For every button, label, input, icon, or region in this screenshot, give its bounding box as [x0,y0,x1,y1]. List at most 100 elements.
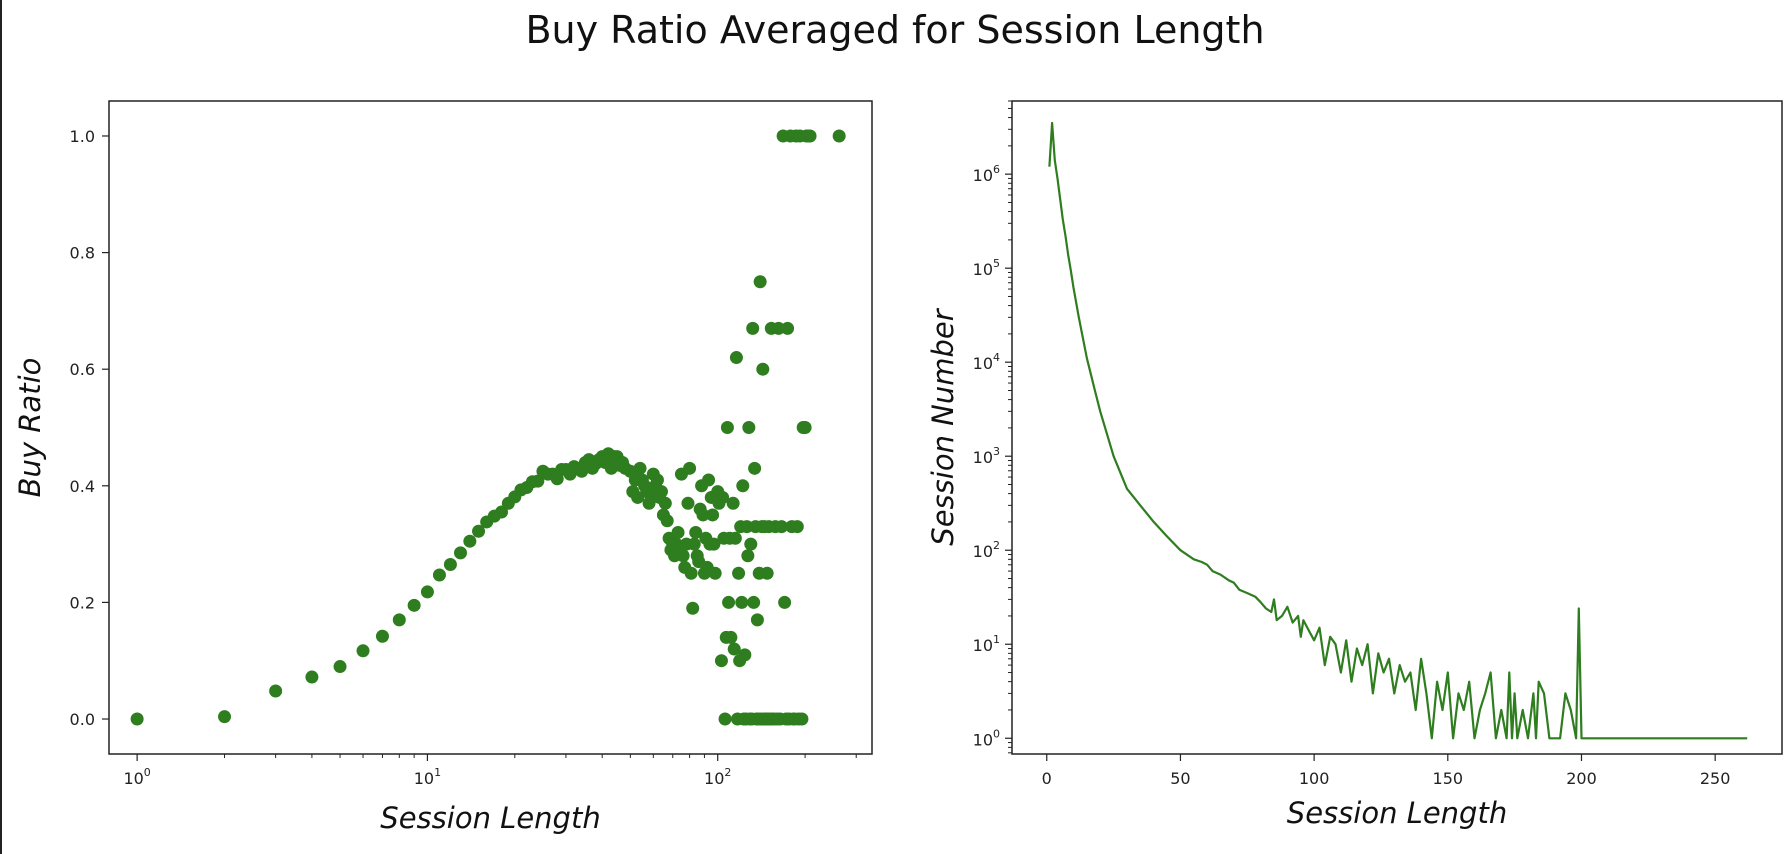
scatter-point [375,629,389,643]
scatter-point [798,421,812,434]
left-plot-frame [108,100,873,755]
left-x-tick-label: 100 [123,766,150,788]
left-y-tick-label: 1.0 [70,127,95,146]
scatter-point [718,712,732,726]
scatter-point [707,537,721,551]
scatter-point [689,525,703,539]
right-x-axis-label: Session Length [1287,796,1507,830]
right-y-tick-label: 106 [973,163,1000,185]
scatter-point [746,321,760,335]
scatter-point [735,595,749,609]
right-y-tick-label: 104 [973,351,1000,373]
left-subplot-scatter: 0.0 0.2 0.4 0.6 0.8 1.0 100 101 102 Session Lengt… [13,100,873,835]
left-y-tick-label: 0.0 [70,710,95,729]
left-y-tick-label: 0.6 [70,360,95,379]
right-subplot-line: 0 50 100 150 200 250 100 101 102 103 104 105 106 Sess… [926,100,1783,830]
right-y-tick-label: 101 [973,633,1000,655]
scatter-point [778,595,792,609]
scatter-point [686,601,700,615]
scatter-point [795,712,809,726]
scatter-point [760,566,774,580]
scatter-point [650,473,664,487]
scatter-point [658,496,672,510]
scatter-point [472,524,486,538]
right-x-tick-label: 250 [1700,769,1731,788]
session-number-line [1048,121,1748,740]
right-y-tick-label: 105 [973,257,1000,279]
scatter-point [654,485,668,499]
scatter-point [720,421,734,434]
window-left-border [0,0,2,854]
scatter-point [495,505,509,519]
right-x-tick-label: 0 [1042,769,1052,788]
scatter-point [790,520,804,534]
left-y-axis-label: Buy Ratio [13,358,47,498]
left-y-tick-label: 0.8 [70,244,95,263]
scatter-point [756,362,770,376]
scatter-point [420,585,434,599]
scatter-point [130,712,144,726]
scatter-point [683,461,697,475]
right-x-tick-label: 150 [1433,769,1464,788]
left-x-tick-label: 101 [414,766,441,788]
left-x-tick-label: 102 [704,766,731,788]
scatter-point [729,351,743,365]
right-x-tick-label: 50 [1170,769,1190,788]
scatter-point [407,598,421,612]
scatter-point [684,566,698,580]
right-x-tick-label: 100 [1299,769,1330,788]
scatter-point [748,461,762,475]
scatter-point [218,710,232,724]
scatter-point [744,537,758,551]
scatter-point [454,546,468,560]
right-y-tick-label: 102 [973,539,1000,561]
scatter-point [775,520,789,534]
scatter-point [732,566,746,580]
scatter-point [803,129,817,143]
scatter-point [724,630,738,644]
scatter-point [392,613,406,627]
scatter-point [728,531,742,545]
scatter-point [742,421,756,434]
right-y-tick-label: 100 [973,727,1000,749]
scatter-point [727,642,741,656]
scatter-point [333,660,347,674]
left-y-tick-label: 0.2 [70,593,95,612]
scatter-point [531,474,545,488]
scatter-point [696,508,710,522]
right-y-tick-label: 103 [973,445,1000,467]
figure-title: Buy Ratio Averaged for Session Length [525,8,1265,52]
right-plot-frame [1011,100,1783,755]
scatter-point [706,508,720,522]
right-x-tick-label: 200 [1566,769,1597,788]
scatter-point [747,595,761,609]
scatter-point [702,473,716,487]
scatter-point [716,490,730,504]
scatter-point [687,537,701,551]
scatter-point [671,525,685,539]
left-y-tick-label: 0.4 [70,477,95,496]
scatter-point [463,534,477,548]
scatter-point [356,644,370,658]
scatter-point [660,514,674,528]
scatter-point [305,670,319,684]
scatter-point [741,549,755,563]
scatter-point [736,479,750,493]
scatter-point [738,648,752,662]
scatter-point [753,275,767,289]
scatter-point [633,461,647,475]
scatter-point [681,496,695,510]
scatter-point [676,549,690,563]
right-y-axis-label: Session Number [926,307,960,545]
scatter-point [722,595,736,609]
scatter-point [708,566,722,580]
scatter-point [726,496,740,510]
scatter-point [772,321,786,335]
scatter-point [269,684,283,698]
scatter-point [781,321,795,335]
scatter-point [714,654,728,668]
left-x-axis-label: Session Length [380,801,600,835]
scatter-point [832,129,846,143]
scatter-point [750,613,764,627]
